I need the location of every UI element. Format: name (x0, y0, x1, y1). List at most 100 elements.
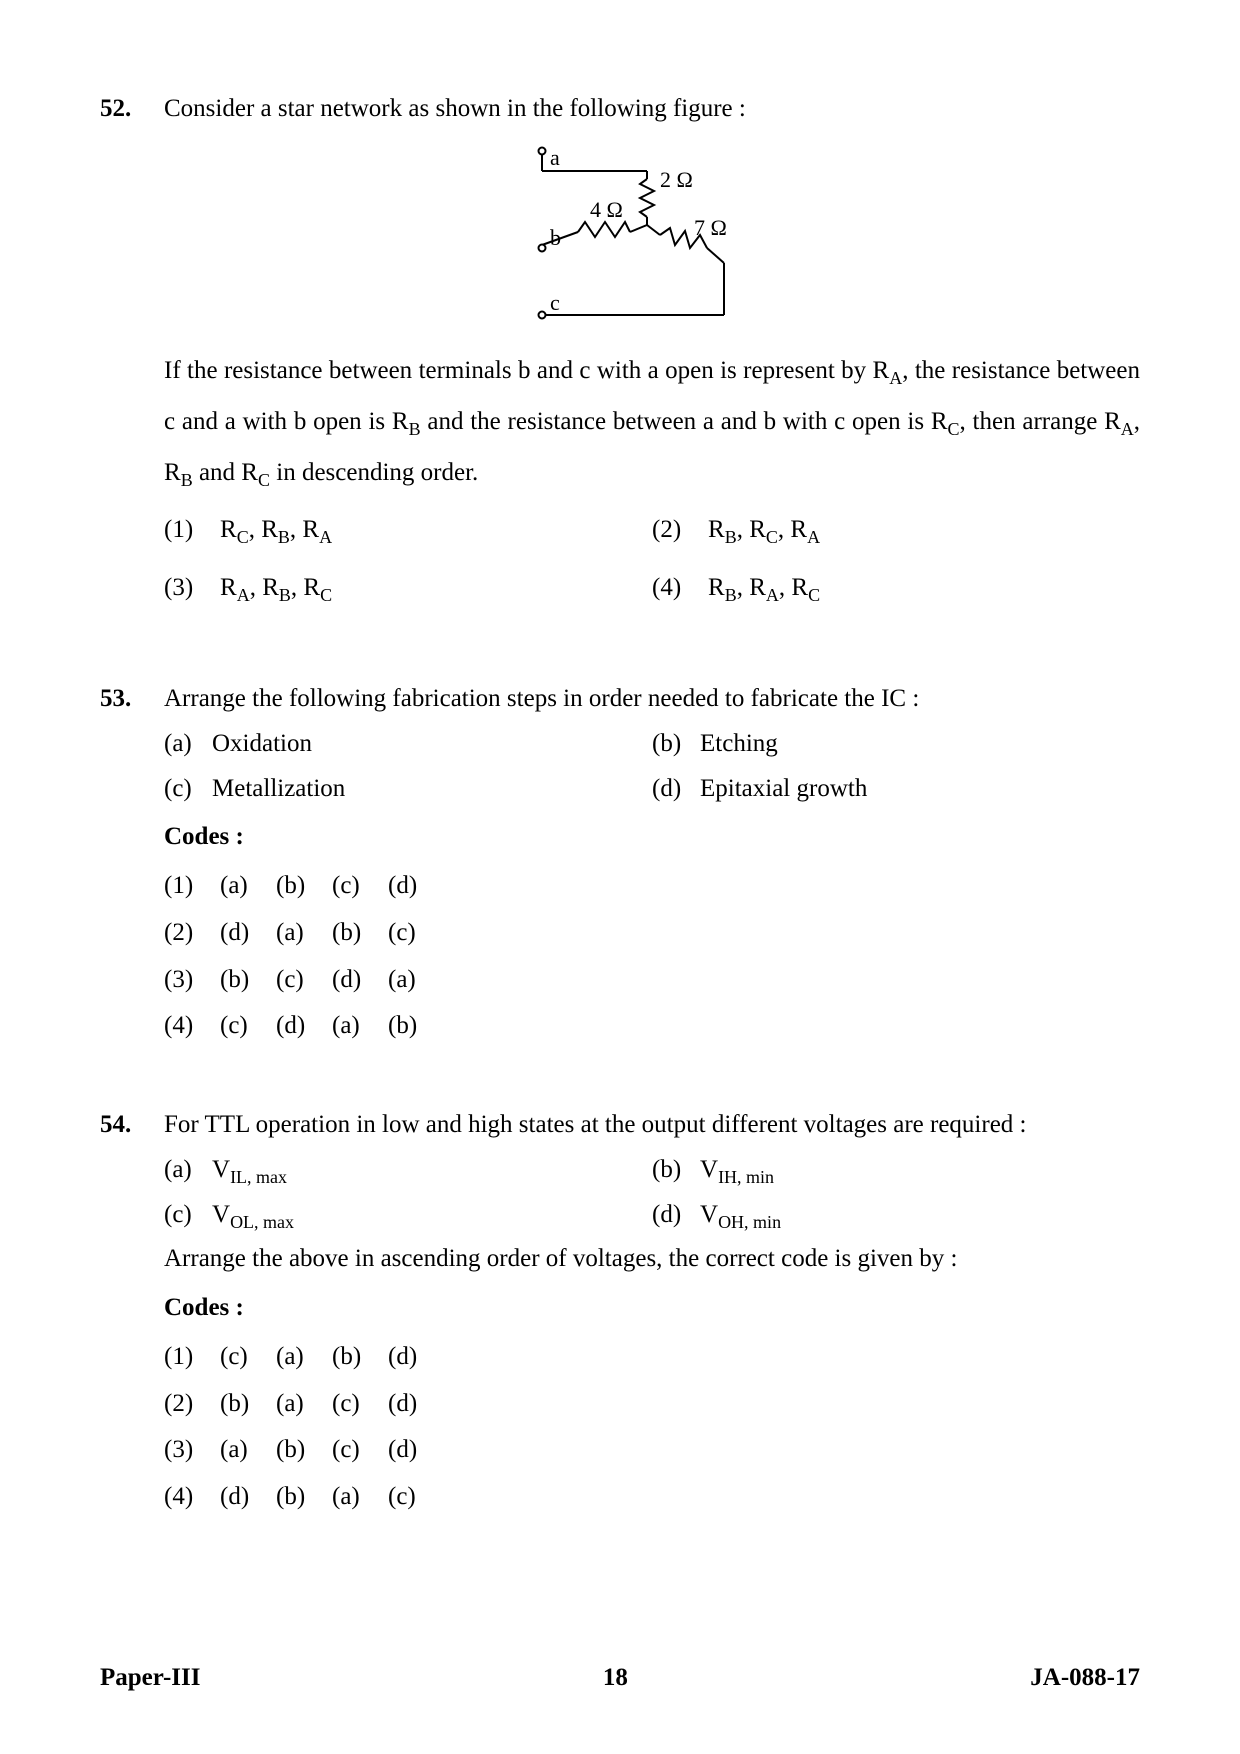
code-cell: (b) (220, 961, 276, 1000)
question-52: 52. Consider a star network as shown in … (100, 90, 1140, 628)
code-cell: (b) (220, 1385, 276, 1424)
item-a: (a) VIL, max (164, 1151, 652, 1190)
code-cell: (d) (388, 867, 444, 906)
code-cell: (d) (220, 1478, 276, 1517)
code-label: (2) (164, 914, 220, 953)
terminal-c-label: c (550, 290, 560, 315)
code-cell: (a) (276, 1338, 332, 1377)
option-text: RC, RB, RA (220, 511, 332, 550)
code-label: (3) (164, 961, 220, 1000)
instruction-text: Arrange the above in ascending order of … (164, 1240, 1140, 1279)
code-row-1: (1) (a) (b) (c) (d) (164, 867, 1140, 906)
code-cell: (b) (332, 914, 388, 953)
item-label: (b) (652, 725, 700, 764)
item-label: (a) (164, 725, 212, 764)
code-cell: (c) (332, 1385, 388, 1424)
question-54: 54. For TTL operation in low and high st… (100, 1106, 1140, 1525)
code-label: (1) (164, 1338, 220, 1377)
code-row-4: (4) (d) (b) (a) (c) (164, 1478, 1140, 1517)
code-row-2: (2) (b) (a) (c) (d) (164, 1385, 1140, 1424)
code-cell: (d) (388, 1385, 444, 1424)
code-label: (4) (164, 1007, 220, 1046)
option-label: (1) (164, 511, 220, 550)
item-label: (a) (164, 1151, 212, 1190)
code-cell: (a) (332, 1478, 388, 1517)
item-d: (d) Epitaxial growth (652, 770, 1140, 809)
code-label: (4) (164, 1478, 220, 1517)
code-cell: (d) (332, 961, 388, 1000)
item-c: (c) VOL, max (164, 1196, 652, 1235)
code-cell: (a) (332, 1007, 388, 1046)
item-text: Epitaxial growth (700, 770, 867, 809)
question-body: Arrange the following fabrication steps … (164, 680, 1140, 1054)
items-row-2: (c) VOL, max (d) VOH, min (164, 1196, 1140, 1235)
code-row-4: (4) (c) (d) (a) (b) (164, 1007, 1140, 1046)
option-4: (4) RB, RA, RC (652, 569, 1140, 608)
code-cell: (a) (220, 867, 276, 906)
code-cell: (d) (276, 1007, 332, 1046)
item-a: (a) Oxidation (164, 725, 652, 764)
item-label: (b) (652, 1151, 700, 1190)
codes-heading: Codes : (164, 1289, 1140, 1328)
code-row-1: (1) (c) (a) (b) (d) (164, 1338, 1140, 1377)
footer-right: JA-088-17 (1030, 1659, 1140, 1698)
code-cell: (b) (388, 1007, 444, 1046)
question-53: 53. Arrange the following fabrication st… (100, 680, 1140, 1054)
option-2: (2) RB, RC, RA (652, 511, 1140, 550)
item-c: (c) Metallization (164, 770, 652, 809)
item-text: VOH, min (700, 1196, 781, 1235)
items-row-1: (a) Oxidation (b) Etching (164, 725, 1140, 764)
terminal-b-label: b (550, 225, 561, 250)
item-b: (b) VIH, min (652, 1151, 1140, 1190)
question-stem: For TTL operation in low and high states… (164, 1106, 1140, 1145)
footer-center: 18 (603, 1659, 628, 1698)
option-text: RB, RC, RA (708, 511, 820, 550)
circuit-svg: a b c 2 Ω 4 Ω 7 Ω (502, 135, 802, 335)
r-top-value: 2 Ω (660, 167, 693, 192)
code-cell: (c) (220, 1007, 276, 1046)
code-cell: (d) (220, 914, 276, 953)
code-label: (3) (164, 1431, 220, 1470)
page-footer: Paper-III 18 JA-088-17 (100, 1659, 1140, 1698)
code-cell: (b) (276, 867, 332, 906)
options-row-2: (3) RA, RB, RC (4) RB, RA, RC (164, 569, 1140, 622)
code-label: (1) (164, 867, 220, 906)
item-d: (d) VOH, min (652, 1196, 1140, 1235)
question-stem: Arrange the following fabrication steps … (164, 680, 1140, 719)
code-cell: (c) (220, 1338, 276, 1377)
question-body: For TTL operation in low and high states… (164, 1106, 1140, 1525)
option-label: (4) (652, 569, 708, 608)
code-cell: (b) (332, 1338, 388, 1377)
code-cell: (c) (332, 1431, 388, 1470)
question-after-figure: If the resistance between terminals b an… (164, 345, 1140, 499)
code-cell: (a) (220, 1431, 276, 1470)
options-row-1: (1) RC, RB, RA (2) RB, RC, RA (164, 511, 1140, 564)
code-cell: (c) (388, 1478, 444, 1517)
r-right-value: 7 Ω (694, 215, 727, 240)
option-label: (2) (652, 511, 708, 550)
item-text: Etching (700, 725, 778, 764)
question-number: 53. (100, 680, 164, 1054)
code-cell: (b) (276, 1478, 332, 1517)
codes-heading: Codes : (164, 818, 1140, 857)
question-number: 52. (100, 90, 164, 628)
option-1: (1) RC, RB, RA (164, 511, 652, 550)
code-cell: (c) (276, 961, 332, 1000)
terminal-a-label: a (550, 145, 560, 170)
code-row-2: (2) (d) (a) (b) (c) (164, 914, 1140, 953)
item-label: (d) (652, 1196, 700, 1235)
r-mid-value: 4 Ω (590, 197, 623, 222)
item-label: (c) (164, 770, 212, 809)
exam-page: 52. Consider a star network as shown in … (0, 0, 1240, 1754)
items-row-1: (a) VIL, max (b) VIH, min (164, 1151, 1140, 1190)
code-cell: (d) (388, 1338, 444, 1377)
item-b: (b) Etching (652, 725, 1140, 764)
item-label: (d) (652, 770, 700, 809)
item-text: Oxidation (212, 725, 312, 764)
code-cell: (a) (388, 961, 444, 1000)
option-text: RB, RA, RC (708, 569, 820, 608)
question-number: 54. (100, 1106, 164, 1525)
question-stem: Consider a star network as shown in the … (164, 90, 1140, 129)
item-text: VIL, max (212, 1151, 287, 1190)
code-cell: (c) (388, 914, 444, 953)
